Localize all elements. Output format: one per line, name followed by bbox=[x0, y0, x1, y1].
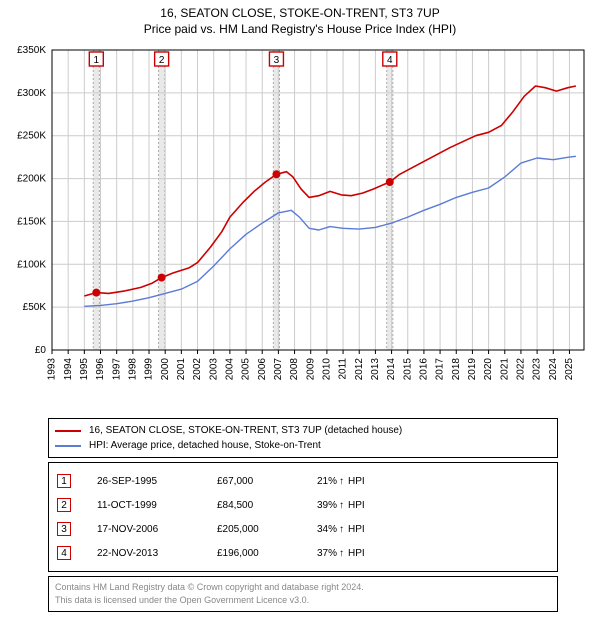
svg-text:1994: 1994 bbox=[63, 358, 74, 381]
svg-text:2015: 2015 bbox=[402, 358, 413, 381]
svg-text:2025: 2025 bbox=[564, 358, 575, 381]
event-row: 4 22-NOV-2013 £196,000 37%↑HPI bbox=[57, 541, 549, 565]
svg-text:2000: 2000 bbox=[160, 358, 171, 381]
svg-text:£300K: £300K bbox=[17, 88, 46, 99]
svg-text:3: 3 bbox=[274, 55, 280, 66]
svg-text:£0: £0 bbox=[35, 345, 47, 356]
svg-text:2001: 2001 bbox=[176, 358, 187, 381]
svg-text:1995: 1995 bbox=[79, 358, 90, 381]
event-row: 2 11-OCT-1999 £84,500 39%↑HPI bbox=[57, 493, 549, 517]
legend-swatch-subject bbox=[55, 430, 81, 432]
svg-text:2020: 2020 bbox=[483, 358, 494, 381]
svg-text:2017: 2017 bbox=[435, 358, 446, 381]
svg-text:2002: 2002 bbox=[192, 358, 203, 381]
events-table: 1 26-SEP-1995 £67,000 21%↑HPI 2 11-OCT-1… bbox=[48, 462, 558, 572]
event-pct: 21%↑HPI bbox=[317, 476, 377, 487]
legend-box: 16, SEATON CLOSE, STOKE-ON-TRENT, ST3 7U… bbox=[48, 418, 558, 458]
svg-text:£200K: £200K bbox=[17, 174, 46, 185]
svg-text:2013: 2013 bbox=[370, 358, 381, 381]
event-marker-icon: 4 bbox=[57, 546, 71, 560]
legend-label-hpi: HPI: Average price, detached house, Stok… bbox=[89, 438, 321, 453]
line-chart-svg: £0 £50K £100K £150K £200K £250K £300K £350K 1993… bbox=[8, 42, 592, 412]
chart-title: 16, SEATON CLOSE, STOKE-ON-TRENT, ST3 7U… bbox=[0, 6, 600, 20]
svg-text:1993: 1993 bbox=[47, 358, 58, 381]
chart-subtitle: Price paid vs. HM Land Registry's House … bbox=[0, 22, 600, 36]
svg-text:2009: 2009 bbox=[305, 358, 316, 381]
svg-text:2016: 2016 bbox=[419, 358, 430, 381]
event-price: £67,000 bbox=[217, 476, 317, 487]
arrow-up-icon: ↑ bbox=[339, 476, 344, 487]
svg-text:2006: 2006 bbox=[257, 358, 268, 381]
license-box: Contains HM Land Registry data © Crown c… bbox=[48, 576, 558, 612]
arrow-up-icon: ↑ bbox=[339, 500, 344, 511]
event-row: 1 26-SEP-1995 £67,000 21%↑HPI bbox=[57, 469, 549, 493]
svg-text:2024: 2024 bbox=[548, 358, 559, 381]
svg-text:2021: 2021 bbox=[499, 358, 510, 381]
chart-area: £0 £50K £100K £150K £200K £250K £300K £350K 1993… bbox=[8, 42, 592, 412]
event-price: £84,500 bbox=[217, 500, 317, 511]
event-row: 3 17-NOV-2006 £205,000 34%↑HPI bbox=[57, 517, 549, 541]
svg-text:1998: 1998 bbox=[127, 358, 138, 381]
legend-label-subject: 16, SEATON CLOSE, STOKE-ON-TRENT, ST3 7U… bbox=[89, 423, 402, 438]
svg-text:2003: 2003 bbox=[208, 358, 219, 381]
event-date: 17-NOV-2006 bbox=[97, 524, 217, 535]
svg-text:2010: 2010 bbox=[322, 358, 333, 381]
event-pct: 34%↑HPI bbox=[317, 524, 377, 535]
legend-item-subject: 16, SEATON CLOSE, STOKE-ON-TRENT, ST3 7U… bbox=[55, 423, 551, 438]
arrow-up-icon: ↑ bbox=[339, 548, 344, 559]
svg-text:2023: 2023 bbox=[532, 358, 543, 381]
svg-text:1996: 1996 bbox=[95, 358, 106, 381]
legend-item-hpi: HPI: Average price, detached house, Stok… bbox=[55, 438, 551, 453]
svg-text:£150K: £150K bbox=[17, 216, 46, 227]
svg-text:£250K: £250K bbox=[17, 131, 46, 142]
svg-text:2004: 2004 bbox=[225, 358, 236, 381]
event-price: £196,000 bbox=[217, 548, 317, 559]
event-marker-icon: 2 bbox=[57, 498, 71, 512]
event-date: 11-OCT-1999 bbox=[97, 500, 217, 511]
svg-text:2: 2 bbox=[159, 55, 165, 66]
svg-text:2019: 2019 bbox=[467, 358, 478, 381]
svg-text:2022: 2022 bbox=[516, 358, 527, 381]
license-line: This data is licensed under the Open Gov… bbox=[55, 594, 551, 607]
legend-swatch-hpi bbox=[55, 445, 81, 447]
svg-text:1999: 1999 bbox=[144, 358, 155, 381]
event-marker-icon: 1 bbox=[57, 474, 71, 488]
svg-text:£50K: £50K bbox=[23, 302, 47, 313]
svg-text:2007: 2007 bbox=[273, 358, 284, 381]
svg-text:1997: 1997 bbox=[111, 358, 122, 381]
svg-text:2018: 2018 bbox=[451, 358, 462, 381]
svg-text:2011: 2011 bbox=[338, 358, 349, 380]
svg-text:2014: 2014 bbox=[386, 358, 397, 381]
event-pct: 39%↑HPI bbox=[317, 500, 377, 511]
svg-text:£100K: £100K bbox=[17, 259, 46, 270]
event-date: 22-NOV-2013 bbox=[97, 548, 217, 559]
svg-text:4: 4 bbox=[387, 55, 393, 66]
event-marker-icon: 3 bbox=[57, 522, 71, 536]
event-pct: 37%↑HPI bbox=[317, 548, 377, 559]
license-line: Contains HM Land Registry data © Crown c… bbox=[55, 581, 551, 594]
event-date: 26-SEP-1995 bbox=[97, 476, 217, 487]
svg-text:1: 1 bbox=[94, 55, 100, 66]
svg-text:2012: 2012 bbox=[354, 358, 365, 381]
svg-text:2008: 2008 bbox=[289, 358, 300, 381]
arrow-up-icon: ↑ bbox=[339, 524, 344, 535]
event-price: £205,000 bbox=[217, 524, 317, 535]
svg-text:2005: 2005 bbox=[241, 358, 252, 381]
svg-text:£350K: £350K bbox=[17, 45, 46, 56]
